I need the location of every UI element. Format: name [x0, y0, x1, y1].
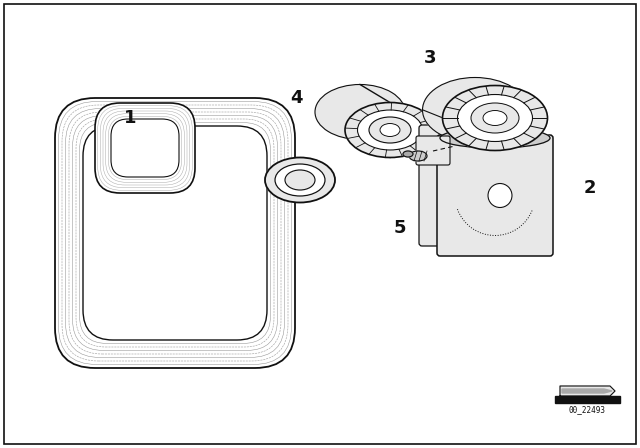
Text: 1: 1 [124, 109, 136, 127]
FancyBboxPatch shape [437, 135, 553, 256]
FancyBboxPatch shape [111, 119, 179, 177]
Text: 3: 3 [424, 49, 436, 67]
Ellipse shape [422, 78, 527, 142]
Ellipse shape [440, 128, 550, 148]
FancyBboxPatch shape [416, 136, 450, 165]
Ellipse shape [471, 103, 519, 133]
Text: 5: 5 [394, 219, 406, 237]
FancyBboxPatch shape [83, 126, 267, 340]
Ellipse shape [315, 85, 405, 139]
Ellipse shape [409, 151, 427, 161]
Text: 2: 2 [584, 179, 596, 197]
Ellipse shape [265, 158, 335, 202]
Circle shape [488, 184, 512, 207]
Ellipse shape [403, 151, 413, 157]
Ellipse shape [380, 124, 400, 137]
Polygon shape [562, 389, 612, 393]
Ellipse shape [369, 117, 411, 143]
FancyBboxPatch shape [419, 125, 535, 246]
Ellipse shape [285, 170, 315, 190]
Ellipse shape [275, 164, 325, 196]
Ellipse shape [458, 95, 532, 142]
Ellipse shape [345, 103, 435, 158]
Ellipse shape [483, 111, 507, 125]
FancyBboxPatch shape [95, 103, 195, 193]
Text: 4: 4 [290, 89, 302, 107]
Ellipse shape [358, 110, 422, 150]
Ellipse shape [442, 86, 547, 151]
Polygon shape [555, 396, 620, 403]
Text: 00_22493: 00_22493 [568, 405, 605, 414]
FancyBboxPatch shape [55, 98, 295, 368]
Polygon shape [560, 386, 615, 396]
